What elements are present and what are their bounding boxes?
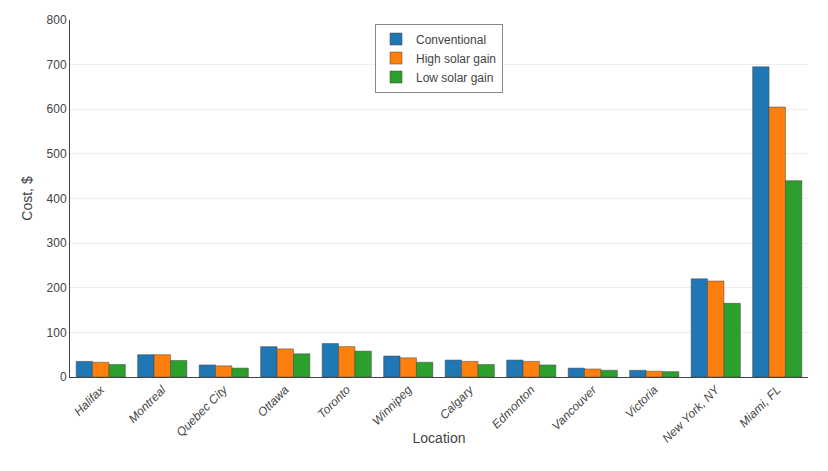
svg-text:New York, NY: New York, NY xyxy=(660,382,723,445)
svg-text:Victoria: Victoria xyxy=(623,383,661,421)
svg-text:Vancouver: Vancouver xyxy=(549,382,600,433)
svg-text:Toronto: Toronto xyxy=(315,383,354,422)
svg-text:0: 0 xyxy=(60,370,67,384)
svg-text:800: 800 xyxy=(47,13,67,27)
svg-text:Low solar gain: Low solar gain xyxy=(416,71,493,85)
svg-text:Conventional: Conventional xyxy=(416,33,486,47)
svg-text:400: 400 xyxy=(47,192,67,206)
svg-text:200: 200 xyxy=(47,281,67,295)
svg-text:Halifax: Halifax xyxy=(71,382,108,419)
svg-text:Cost, $: Cost, $ xyxy=(19,176,35,221)
svg-text:Calgary: Calgary xyxy=(437,382,477,422)
svg-text:Quebec City: Quebec City xyxy=(174,382,231,439)
svg-text:High solar gain: High solar gain xyxy=(416,52,496,66)
svg-text:Ottawa: Ottawa xyxy=(255,383,292,420)
svg-text:Winnipeg: Winnipeg xyxy=(369,383,414,428)
svg-text:Miami, FL: Miami, FL xyxy=(736,383,783,430)
svg-text:300: 300 xyxy=(47,236,67,250)
svg-text:Location: Location xyxy=(413,430,466,446)
svg-text:Edmonton: Edmonton xyxy=(489,383,538,432)
svg-text:700: 700 xyxy=(47,58,67,72)
svg-text:600: 600 xyxy=(47,102,67,116)
svg-text:Montreal: Montreal xyxy=(126,383,169,426)
svg-text:500: 500 xyxy=(47,147,67,161)
svg-text:100: 100 xyxy=(47,326,67,340)
